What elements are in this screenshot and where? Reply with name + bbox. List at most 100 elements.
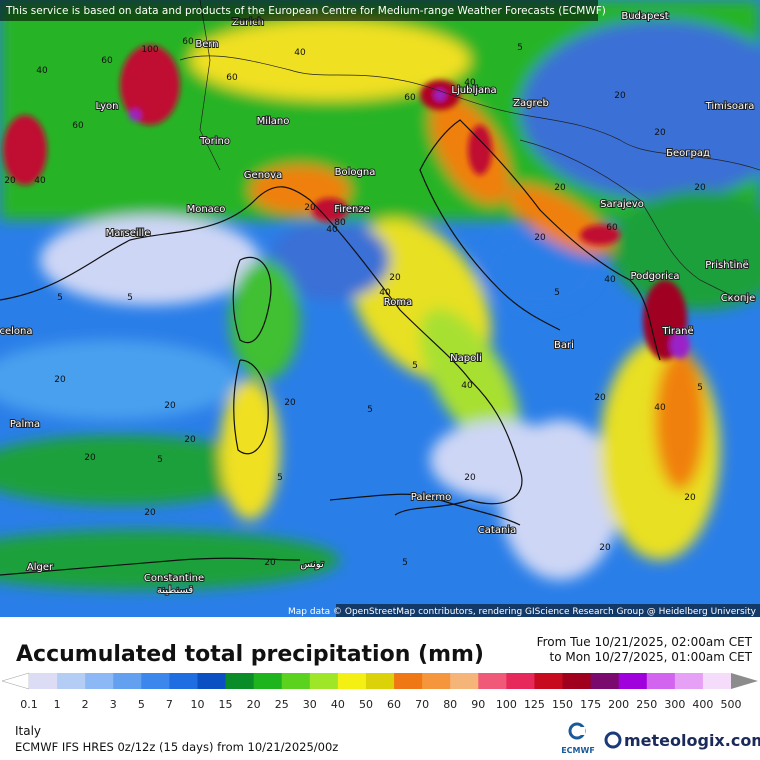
contour-label: 20 — [599, 543, 611, 553]
map-attribution: Map data © OpenStreetMap contributors, r… — [288, 607, 757, 617]
colorbar-swatch — [450, 673, 479, 689]
contour-label: 60 — [72, 121, 84, 131]
city-label: Genova — [244, 170, 282, 181]
colorbar-label: 2 — [82, 698, 89, 711]
colorbar-label: 60 — [387, 698, 401, 711]
colorbar-swatch — [422, 673, 451, 689]
contour-label: 40 — [464, 78, 476, 88]
contour-label: 100 — [141, 45, 158, 55]
colorbar-label: 5 — [138, 698, 145, 711]
city-label: Palermo — [411, 492, 451, 503]
city-label: Palma — [10, 419, 40, 430]
contour-label: 20 — [304, 203, 316, 213]
city-label: Budapest — [621, 11, 668, 22]
colorbar-label: 500 — [721, 698, 742, 711]
contour-label: 5 — [277, 473, 283, 483]
contour-label: 5 — [517, 43, 523, 53]
title: Accumulated total precipitation (mm) — [16, 642, 484, 667]
colorbar-label: 100 — [496, 698, 517, 711]
city-label: Sarajevo — [600, 199, 644, 210]
colorbar-swatch — [141, 673, 170, 689]
contour-label: 40 — [34, 176, 46, 186]
colorbar-swatch — [534, 673, 564, 689]
contour-label: 5 — [412, 361, 418, 371]
contour-label: 60 — [606, 223, 618, 233]
contour-label: 5 — [367, 405, 373, 415]
colorbar-swatch — [337, 673, 367, 689]
colorbar-label: 400 — [692, 698, 713, 711]
meteologix-logo-text: meteologix.com — [624, 731, 760, 750]
colorbar-swatch — [590, 673, 620, 689]
colorbar-swatch — [674, 673, 704, 689]
colorbar-label: 175 — [580, 698, 601, 711]
city-label: Milano — [257, 116, 290, 127]
city-label: Ljubljana — [451, 85, 496, 96]
contour-label: 40 — [36, 66, 48, 76]
contour-label: 40 — [379, 288, 391, 298]
colorbar-label: 0.1 — [20, 698, 38, 711]
contour-label: 20 — [684, 493, 696, 503]
contour-label: 80 — [334, 218, 346, 228]
ecmwf-logo-text: ECMWF — [561, 746, 595, 755]
colorbar-label: 3 — [110, 698, 117, 711]
city-label: Скопје — [721, 292, 756, 304]
colorbar-swatch — [169, 673, 198, 689]
model-info: ECMWF IFS HRES 0z/12z (15 days) from 10/… — [15, 740, 338, 754]
colorbar-swatch — [365, 673, 395, 689]
city-label: Bern — [195, 39, 218, 50]
contour-label: 20 — [534, 233, 546, 243]
colorbar-label: 90 — [471, 698, 485, 711]
contour-label: 60 — [226, 73, 238, 83]
colorbar-swatch — [618, 673, 648, 689]
contour-label: 60 — [182, 37, 194, 47]
contour-label: 5 — [127, 293, 133, 303]
contour-label: 20 — [694, 183, 706, 193]
contour-label: 20 — [4, 176, 16, 186]
city-label: Bologna — [335, 167, 376, 178]
period-end: to Mon 10/27/2025, 01:00am CET — [550, 650, 753, 664]
contour-label: 20 — [54, 375, 66, 385]
city-label: Podgorica — [630, 271, 679, 282]
city-label: Catania — [478, 525, 516, 536]
city-label: Београд — [666, 148, 710, 159]
colorbar-label: 25 — [275, 698, 289, 711]
contour-label: 5 — [157, 455, 163, 465]
city-label: Roma — [384, 297, 413, 308]
colorbar-label: 15 — [219, 698, 233, 711]
colorbar-arrow-left — [1, 672, 30, 690]
colorbar-label: 250 — [636, 698, 657, 711]
contour-label: 60 — [101, 56, 113, 66]
contour-label: 20 — [464, 473, 476, 483]
colorbar: 0.1 1 2 3 5 7 10 15 20 25 30 40 50 60 70 80 90 100 125 150 1… — [1, 672, 758, 711]
contour-label: 20 — [614, 91, 626, 101]
colorbar-label: 50 — [359, 698, 373, 711]
colorbar-swatch — [225, 673, 255, 689]
contour-label: 20 — [84, 453, 96, 463]
contour-label: 20 — [164, 401, 176, 411]
city-label: Timisoara — [705, 101, 755, 112]
contour-label: 40 — [461, 381, 473, 391]
contour-label: 5 — [57, 293, 63, 303]
colorbar-label: 1 — [54, 698, 61, 711]
colorbar-label: 125 — [524, 698, 545, 711]
colorbar-swatch — [281, 673, 311, 689]
banner-background — [0, 0, 598, 21]
colorbar-swatch — [113, 673, 142, 689]
city-label: Lyon — [95, 101, 118, 112]
colorbar-swatch — [85, 673, 114, 689]
city-label: Napoli — [450, 353, 482, 364]
colorbar-label: 20 — [247, 698, 261, 711]
contour-label: 40 — [326, 225, 338, 235]
contour-label: 20 — [284, 398, 296, 408]
contour-label: 60 — [404, 93, 416, 103]
colorbar-label: 80 — [443, 698, 457, 711]
contour-label: 5 — [402, 558, 408, 568]
contour-label: 40 — [654, 403, 666, 413]
colorbar-swatch — [506, 673, 535, 689]
city-label: Constantine — [144, 573, 204, 584]
city-label: قسنطينة — [157, 585, 194, 596]
colorbar-label: 40 — [331, 698, 345, 711]
city-label: Firenze — [334, 204, 370, 215]
